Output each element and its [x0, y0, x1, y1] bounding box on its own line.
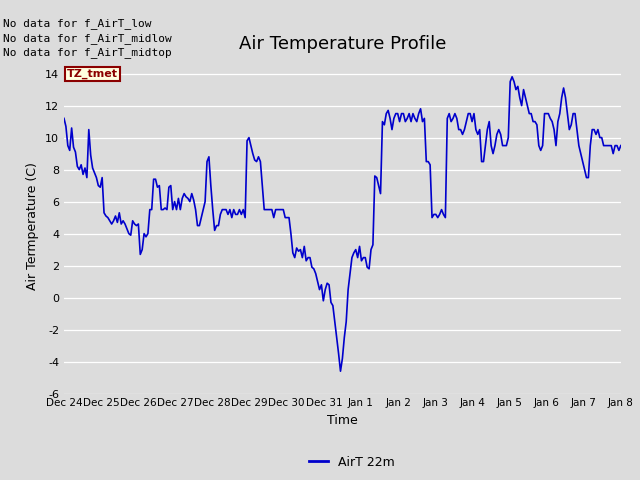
Text: No data for f_AirT_midtop: No data for f_AirT_midtop — [3, 47, 172, 58]
Y-axis label: Air Termperature (C): Air Termperature (C) — [26, 162, 40, 289]
Text: No data for f_AirT_midlow: No data for f_AirT_midlow — [3, 33, 172, 44]
Text: TZ_tmet: TZ_tmet — [67, 69, 118, 79]
Text: No data for f_AirT_low: No data for f_AirT_low — [3, 18, 152, 29]
Title: Air Temperature Profile: Air Temperature Profile — [239, 35, 446, 53]
Legend: AirT 22m: AirT 22m — [304, 451, 400, 474]
X-axis label: Time: Time — [327, 414, 358, 427]
